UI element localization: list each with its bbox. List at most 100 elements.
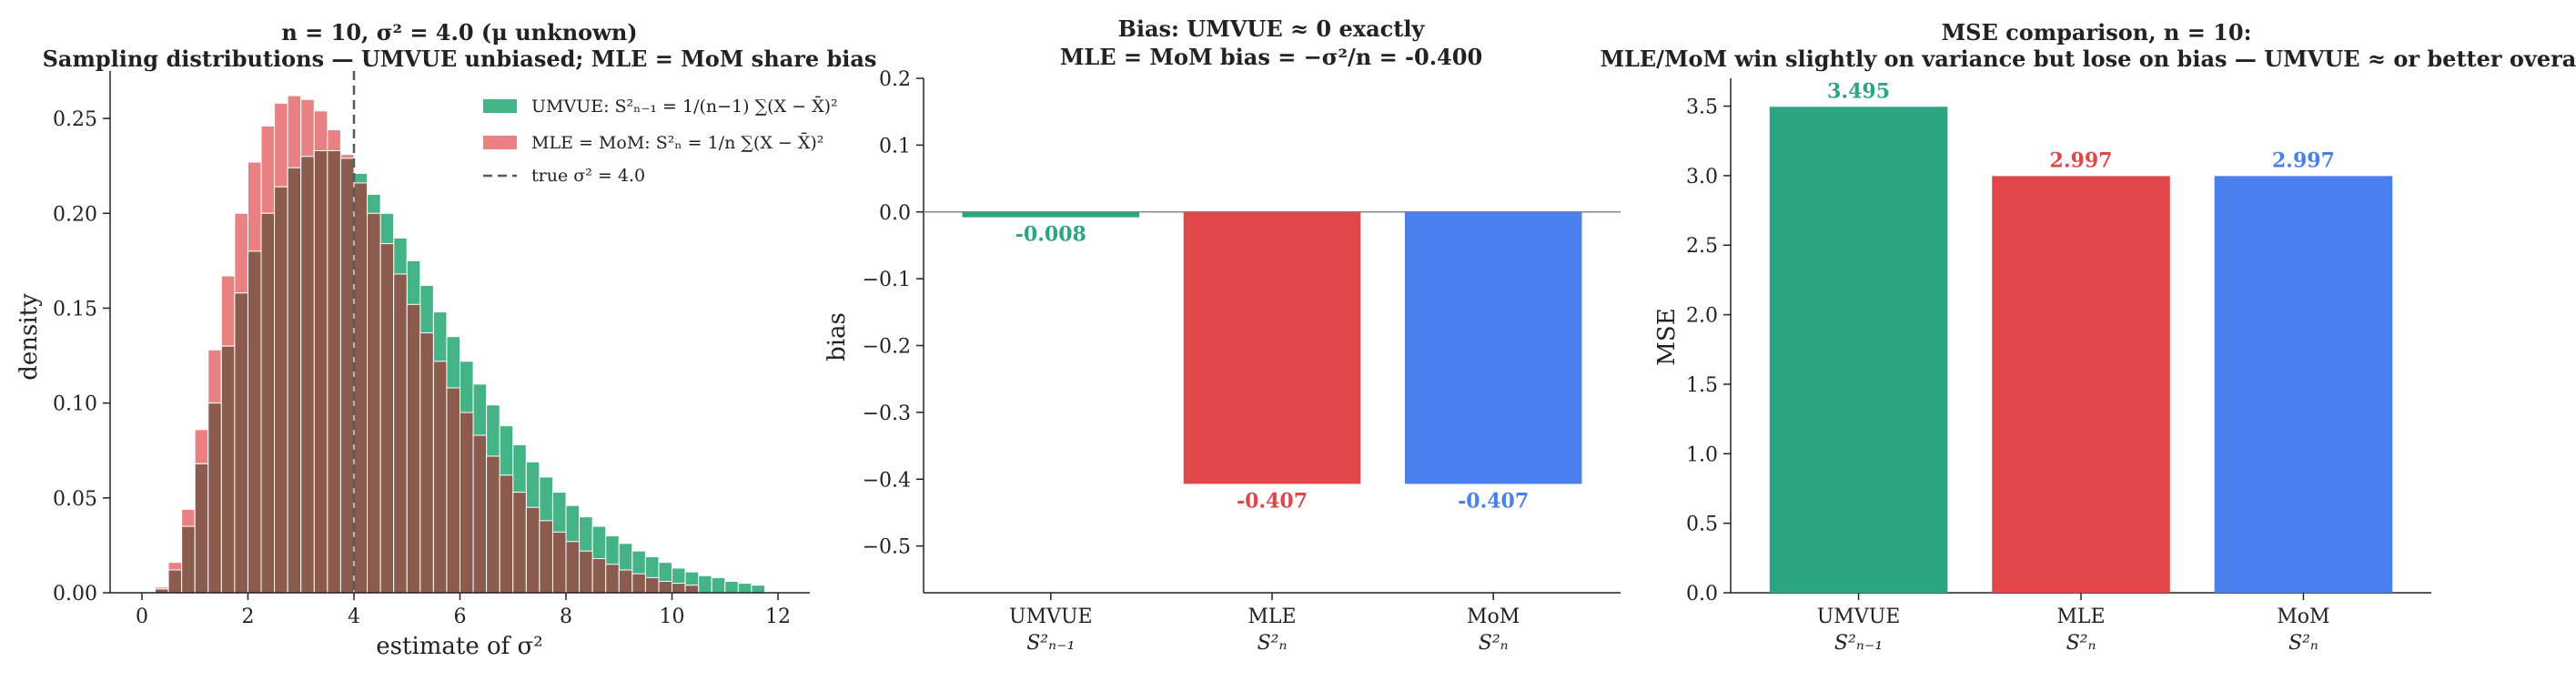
panel-histogram: n = 10, σ² = 4.0 (μ unknown) Sampling di… [15,19,876,660]
mse-x-tick-label: UMVUE [1817,606,1901,628]
mse-y-tick-label: 2.0 [1686,305,1718,328]
bias-title-line2: MLE = MoM bias = −σ²/n = -0.400 [1060,44,1482,70]
bias-bar-mom [1404,211,1582,484]
hist-bar-overlap [181,525,196,594]
mse-y-tick-label: 3.5 [1686,97,1718,119]
hist-bar-overlap [644,576,660,594]
hist-x-tick-label: 12 [765,606,791,628]
hist-bar-overlap [207,402,222,594]
hist-bar-overlap [260,212,276,594]
hist-bar-overlap [446,387,461,594]
hist-bar-overlap [234,292,248,594]
hist-bar-umvue [751,585,765,594]
mse-y-tick-label: 3.0 [1686,166,1718,188]
hist-bar-overlap [194,463,209,594]
mse-title-line2: MLE/MoM win slightly on variance but los… [1600,46,2576,72]
hist-bar-overlap [406,303,421,594]
mse-bar-mle [1992,176,2170,593]
hist-bar-overlap [591,557,607,594]
hist-bar-overlap [658,580,673,594]
hist-y-tick-label: 0.20 [53,203,97,226]
hist-bar-overlap [432,361,448,594]
bias-y-tick-label: −0.2 [863,336,911,359]
hist-bar-umvue [737,583,753,594]
hist-x-tick-label: 8 [560,606,572,628]
mse-x-tick-label: MoM [2277,606,2329,628]
bias-x-tick-label: UMVUE [1009,606,1093,628]
hist-bar-overlap [367,212,381,594]
bias-x-tick-sublabel: S²ₙ₋₁ [1026,632,1075,655]
bias-x-tick-sublabel: S²ₙ [1258,632,1288,655]
hist-title-line1: n = 10, σ² = 4.0 (μ unknown) [281,19,637,46]
hist-y-tick-label: 0.05 [53,488,97,511]
hist-bar-umvue [698,575,712,594]
bias-y-tick-label: −0.1 [863,269,911,291]
bias-y-tick-label: −0.5 [863,536,911,559]
bias-x-ticks: UMVUE S²ₙ₋₁ MLE S²ₙ MoM S²ₙ [1009,593,1520,655]
mse-y-tick-label: 2.5 [1686,235,1718,258]
hist-bar-overlap [512,492,527,594]
panel-mse: MSE comparison, n = 10: MLE/MoM win slig… [1600,19,2576,655]
hist-bar-overlap [167,569,183,594]
bias-value-label: -0.008 [1015,223,1086,247]
hist-bar-overlap [313,150,328,594]
hist-x-tick-label: 0 [136,606,148,628]
hist-bar-overlap [565,541,581,594]
mse-bar-umvue [1769,107,1948,593]
hist-bar-overlap [472,434,488,594]
hist-bar-overlap [684,585,700,594]
hist-bar-overlap [579,550,593,594]
hist-bar-overlap [539,520,553,594]
panel-bias: Bias: UMVUE ≈ 0 exactly MLE = MoM bias =… [823,15,1621,655]
hist-bar-overlap [247,250,262,594]
hist-bar-umvue [724,580,739,594]
hist-y-tick-label: 0.15 [53,298,97,321]
bias-value-label: -0.407 [1458,489,1529,513]
bias-y-tick-label: 0.2 [879,68,911,91]
legend-label-mle: MLE = MoM: S²ₙ = 1/n ∑(X − X̄)² [531,132,823,153]
bias-y-tick-label: −0.3 [863,402,911,425]
mse-y-label: MSE [1653,308,1681,365]
hist-bar-overlap [631,573,646,594]
bias-y-tick-label: 0.0 [879,202,911,225]
hist-bar-overlap [300,156,315,594]
hist-bar-overlap [551,531,567,594]
hist-y-tick-label: 0.00 [53,583,97,606]
mse-x-tick-label: MLE [2056,606,2105,628]
hist-bar-overlap [339,158,355,594]
hist-bar-overlap [393,273,408,594]
bias-bar-mle [1183,211,1361,484]
mse-value-label: 2.997 [2050,148,2113,172]
hist-y-label: density [15,293,43,381]
mse-value-label: 2.997 [2272,148,2335,172]
hist-bar-overlap [618,569,633,594]
mse-x-ticks: UMVUE S²ₙ₋₁ MLE S²ₙ MoM S²ₙ [1817,593,2330,655]
hist-legend: UMVUE: S²ₙ₋₁ = 1/(n−1) ∑(X − X̄)² MLE = … [483,96,838,186]
hist-series-overlap [155,150,700,594]
legend-swatch-umvue [483,99,517,113]
mse-bars: 3.495 2.997 2.997 [1769,79,2393,593]
hist-bar-overlap [525,506,540,594]
hist-title-line2: Sampling distributions — UMVUE unbiased;… [43,46,877,72]
bias-title-line1: Bias: UMVUE ≈ 0 exactly [1118,15,1426,42]
bias-y-tick-label: 0.1 [879,135,911,158]
mse-y-tick-label: 0.0 [1686,583,1718,606]
mse-x-tick-sublabel: S²ₙ [2288,632,2318,655]
hist-bar-overlap [287,167,302,594]
bias-bar-umvue [962,211,1140,218]
bias-x-tick-label: MoM [1467,606,1520,628]
hist-bar-overlap [605,564,620,594]
hist-y-ticks: 0.00 0.05 0.10 0.15 0.20 0.25 [53,108,110,606]
hist-y-tick-label: 0.10 [53,393,97,416]
bias-bars: -0.008 -0.407 -0.407 [962,211,1582,513]
hist-x-ticks: 0 2 4 6 8 10 12 [136,593,791,628]
mse-title-line1: MSE comparison, n = 10: [1942,19,2252,46]
bias-y-ticks: 0.2 0.1 0.0 −0.1 −0.2 −0.3 −0.4 −0.5 [863,68,924,559]
hist-bar-overlap [499,474,514,594]
mse-y-tick-label: 1.5 [1686,374,1718,397]
legend-label-umvue: UMVUE: S²ₙ₋₁ = 1/(n−1) ∑(X − X̄)² [531,96,838,117]
hist-bar-overlap [353,182,369,594]
hist-x-label: estimate of σ² [376,633,542,660]
hist-y-tick-label: 0.25 [53,108,97,131]
